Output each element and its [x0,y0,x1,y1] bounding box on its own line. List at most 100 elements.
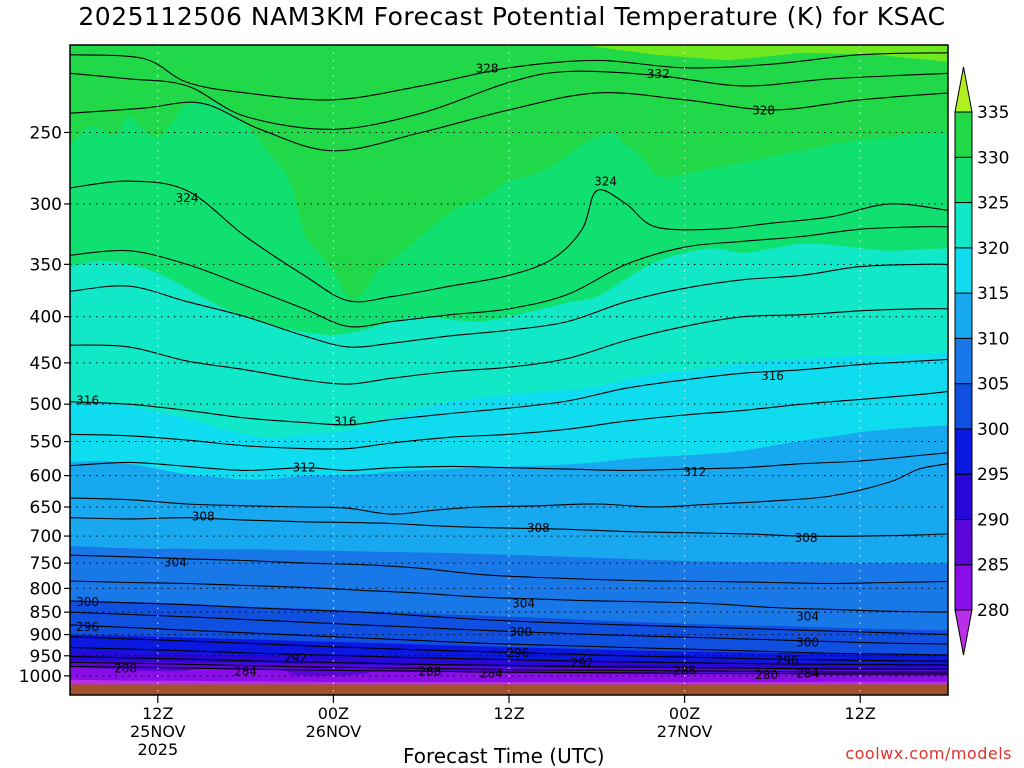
colorbar-label-290: 290 [977,510,1009,530]
y-tick-label-500: 500 [30,395,62,415]
contour-line-21 [70,665,948,675]
contour-label-30: 280 [755,668,778,682]
contour-line-2 [70,92,948,152]
x-axis-label: Forecast Time (UTC) [403,744,605,768]
colorbar-label-300: 300 [977,420,1009,440]
contour-label-28: 284 [480,667,503,681]
x-tick-label-18: 00Z [318,704,349,723]
x-tick-label-6: 12Z [142,704,173,723]
contour-label-24: 288 [114,661,137,675]
contour-line-19 [70,656,948,670]
colorbar-segment-280 [954,564,973,611]
contour-label-5: 316 [761,369,784,383]
colorbar-label-315: 315 [977,284,1009,304]
contour-label-29: 284 [796,667,819,681]
contour-label-19: 300 [796,635,819,649]
contour-line-16 [70,624,948,656]
colorbar-label-285: 285 [977,556,1009,576]
contour-label-25: 288 [419,665,442,679]
contour-line-20 [70,661,948,673]
contour-label-1: 332 [647,67,670,81]
y-tick-label-250: 250 [30,123,62,143]
colorbar-segment-285 [954,518,973,566]
contour-label-7: 316 [334,415,357,429]
contour-label-4: 324 [594,175,617,189]
contour-label-21: 296 [776,653,799,667]
colorbar-under-triangle [954,609,973,656]
y-tick-label-950: 950 [30,647,62,667]
x-tick-label-30: 12Z [493,704,524,723]
contour-label-2: 328 [752,103,775,117]
contour-line-12 [70,554,948,585]
y-tick-label-550: 550 [30,433,62,453]
contour-label-27: 284 [234,665,257,679]
contour-label-16: 300 [76,595,99,609]
colorbar-label-295: 295 [977,465,1009,485]
colorbar-label-310: 310 [977,329,1009,349]
contour-label-12: 308 [795,531,818,545]
y-tick-label-300: 300 [30,195,62,215]
chart-title: 2025112506 NAM3KM Forecast Potential Tem… [78,2,946,31]
fill-band-335-340 [582,45,948,63]
contour-label-9: 312 [683,465,706,479]
y-tick-label-350: 350 [30,255,62,275]
contour-label-14: 304 [512,596,535,610]
contour-line-3 [70,180,948,303]
contour-label-0: 328 [476,61,499,75]
contour-label-13: 304 [164,556,187,570]
credit-link[interactable]: coolwx.com/models [845,744,1012,763]
contour-label-10: 308 [192,509,215,523]
x-tick-year-6: 2025 [137,740,178,759]
colorbar-label-335: 335 [977,103,1009,123]
x-tick-label-42: 00Z [669,704,700,723]
y-tick-label-400: 400 [30,308,62,328]
contour-line-6 [70,308,948,385]
contour-line-1 [70,70,948,130]
contour-labels: 328 332 328 324 324 316 316 316 312 312 308 308 308 3… [76,61,819,682]
contour-label-26: 288 [673,663,696,677]
contour-label-22: 292 [284,651,307,665]
contour-label-18: 300 [509,625,532,639]
colorbar-segment-330 [954,111,973,158]
contour-line-10 [70,463,948,515]
colorbar-label-320: 320 [977,239,1009,259]
y-axis: 250 300 350 400 450 500 550 600 650 700 750 800 850 9… [19,123,70,687]
colorbar-segment-315 [954,247,973,294]
contour-label-8: 312 [293,461,316,475]
contour-line-0 [70,52,948,101]
y-tick-label-650: 650 [30,498,62,518]
contour-line-7 [70,358,948,426]
colorbar-segment-295 [954,428,973,475]
y-tick-label-850: 850 [30,603,62,623]
colorbar-over-triangle [954,66,973,113]
x-tick-date-18: 26NOV [306,722,362,741]
colorbar-segment-290 [954,473,973,520]
colorbar-segment-305 [954,337,973,385]
colorbar-segment-320 [954,202,973,249]
colorbar-label-325: 325 [977,194,1009,214]
colorbar-label-305: 305 [977,375,1009,395]
colorbar-segment-325 [954,156,973,204]
y-tick-label-800: 800 [30,579,62,599]
y-tick-label-1000: 1000 [19,667,62,687]
colorbar-label-330: 330 [977,148,1009,168]
contour-line-13 [70,580,948,613]
colorbar-segment-300 [954,383,973,430]
contour-line-9 [70,452,948,471]
contour-line-14 [70,600,948,636]
contour-line-18 [70,646,948,666]
y-tick-label-750: 750 [30,554,62,574]
contour-line-17 [70,636,948,662]
contour-label-23: 292 [571,656,594,670]
contour-label-6: 316 [76,394,99,408]
colorbar-label-280: 280 [977,601,1009,621]
contour-label-15: 304 [796,609,819,623]
contour-label-20: 296 [506,646,529,660]
y-tick-label-700: 700 [30,527,62,547]
terrain-ground [70,684,948,695]
y-tick-label-600: 600 [30,467,62,487]
y-tick-label-900: 900 [30,626,62,646]
x-tick-date-42: 27NOV [657,722,713,741]
